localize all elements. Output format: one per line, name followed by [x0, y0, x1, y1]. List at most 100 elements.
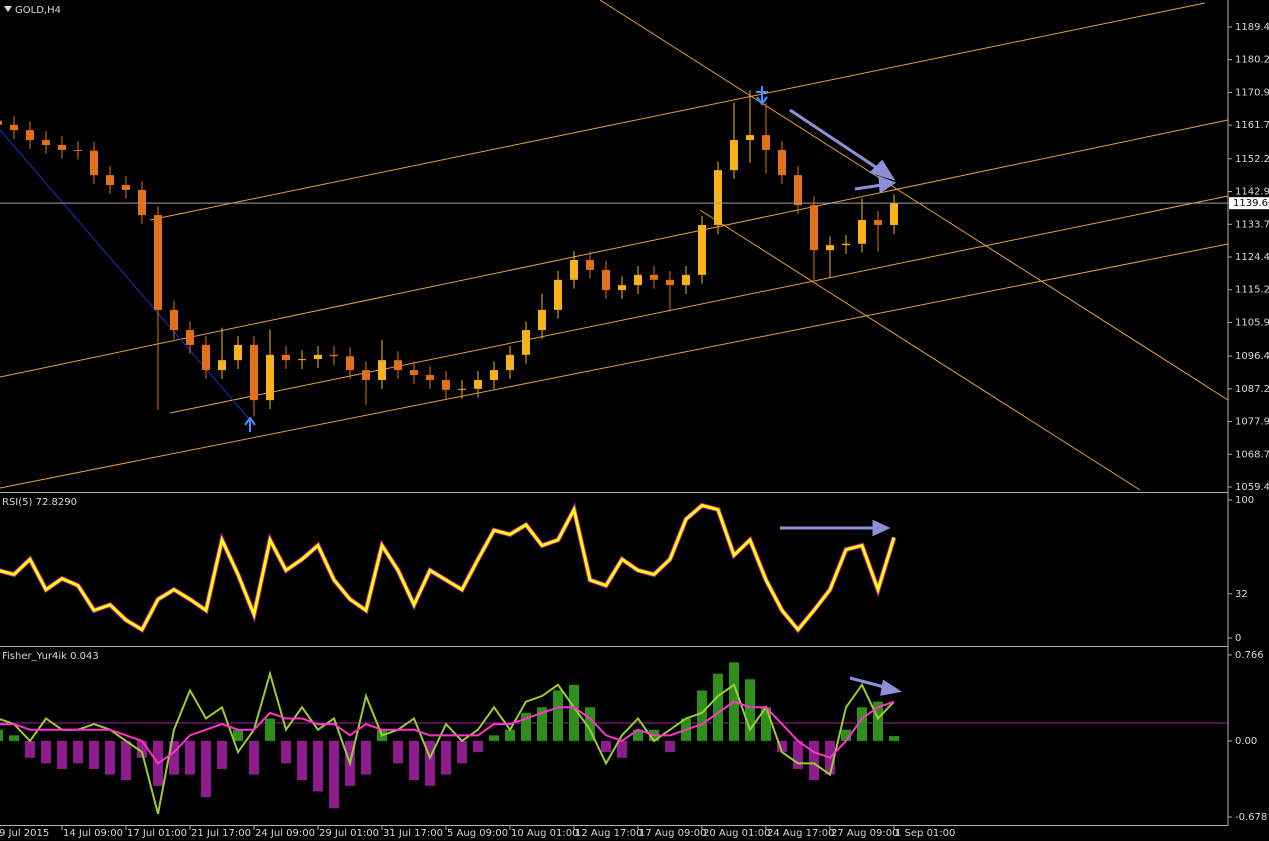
current-price-label: 1139.66 [1233, 198, 1269, 209]
sell-signal [756, 86, 768, 106]
frame [0, 0, 1229, 826]
y-tick-label: 0.766 [1235, 650, 1264, 661]
histogram-bar [249, 740, 259, 775]
histogram-bar [713, 673, 723, 741]
histogram-bar [361, 740, 371, 775]
line [0, 669, 895, 815]
histogram-bar [857, 707, 867, 741]
candle-body [554, 279, 562, 310]
y-tick-label: 1152.20 [1235, 154, 1269, 165]
histogram-bar [889, 736, 899, 741]
arrow-head [878, 175, 897, 194]
candle-body [122, 184, 130, 190]
current-price-box [1229, 197, 1269, 210]
histogram-bar [457, 740, 467, 764]
y-tick-label: 1189.45 [1235, 22, 1269, 33]
candle-body [362, 370, 370, 380]
candle-body [378, 360, 386, 380]
y-tick-label: 1170.95 [1235, 87, 1269, 98]
histogram-bar [585, 707, 595, 741]
y-tick-label: 100 [1235, 495, 1254, 506]
candle-body [234, 344, 242, 361]
annotation-arrows [244, 86, 902, 696]
y-tick-label: 1161.70 [1235, 120, 1269, 131]
candle-body [666, 279, 674, 286]
histogram-bar [9, 735, 19, 741]
x-tick-label: 5 Aug 09:00 [447, 828, 508, 839]
histogram-bar [121, 740, 131, 781]
histogram-bar [761, 707, 771, 741]
histogram-bar [185, 740, 195, 775]
y-tick-label: 0.00 [1235, 736, 1257, 747]
x-tick-label: 10 Aug 01:00 [511, 828, 578, 839]
candle-body [682, 274, 690, 286]
candle-body [314, 354, 322, 360]
x-tick-label: 24 Aug 17:00 [767, 828, 834, 839]
candle-body [394, 360, 402, 371]
candle-body [602, 269, 610, 291]
trend-line [699, 209, 1141, 491]
histogram-bar [217, 740, 227, 769]
arrow-head [869, 159, 896, 181]
histogram-bar [489, 735, 499, 741]
histogram-bar [441, 740, 451, 775]
y-tick-label: 1105.95 [1235, 317, 1269, 328]
indicator-title: RSI(5) 72.8290 [2, 497, 77, 508]
histogram-bar [745, 679, 755, 741]
candle-body [522, 330, 530, 355]
candle-body [714, 170, 722, 225]
candle-body [874, 220, 882, 225]
y-tick-label: 1124.45 [1235, 252, 1269, 263]
candle-body [410, 370, 418, 376]
y-tick-label: 32 [1235, 589, 1248, 600]
histogram-bar [313, 740, 323, 792]
indicator-title: Fisher_Yur4ik 0.043 [2, 651, 99, 662]
y-tick-label: 1096.45 [1235, 351, 1269, 362]
histogram-bar [793, 740, 803, 769]
x-tick-label: 20 Aug 01:00 [703, 828, 770, 839]
candle-body [58, 145, 66, 150]
histogram-bar [537, 707, 547, 741]
histogram-bar [57, 740, 67, 769]
histogram-bar [553, 690, 563, 741]
histogram-bar [89, 740, 99, 769]
histogram-bar [601, 740, 611, 753]
candle-body [474, 379, 482, 389]
y-tick-label: 0 [1235, 633, 1241, 644]
histogram-bar [329, 740, 339, 809]
candle-body [106, 175, 114, 185]
candle-body [154, 215, 162, 310]
candle-body [0, 120, 2, 125]
candle-body [10, 124, 18, 131]
arrow [849, 676, 889, 690]
x-tick-label: 17 Aug 09:00 [639, 828, 706, 839]
candle-body [778, 149, 786, 176]
candle-body [586, 260, 594, 270]
candle-body [538, 309, 546, 331]
candle-body [490, 370, 498, 380]
x-tick-label: 17 Jul 01:00 [127, 828, 187, 839]
histogram-bar [105, 740, 115, 775]
y-tick-label: 1068.70 [1235, 449, 1269, 460]
trend-line [149, 2, 1206, 221]
x-tick-label: 1 Sep 01:00 [895, 828, 955, 839]
candle-body [170, 309, 178, 331]
candle-body [42, 140, 50, 146]
candle-body [282, 354, 290, 361]
histogram-bar [0, 729, 3, 741]
candle-body [634, 274, 642, 286]
candle-body [250, 344, 258, 401]
candle-body [842, 243, 850, 246]
symbol-menu-icon[interactable] [4, 6, 12, 12]
trend-line [169, 195, 1229, 414]
x-tick-label: 27 Aug 09:00 [831, 828, 898, 839]
histogram-bar [777, 740, 787, 753]
candle-body [730, 140, 738, 171]
y-tick-label: -0.678 [1235, 812, 1267, 823]
candle-body [458, 388, 466, 390]
histogram-bar [569, 684, 579, 741]
candle-body [442, 379, 450, 390]
histogram-bar [393, 740, 403, 764]
candle-body [698, 224, 706, 275]
